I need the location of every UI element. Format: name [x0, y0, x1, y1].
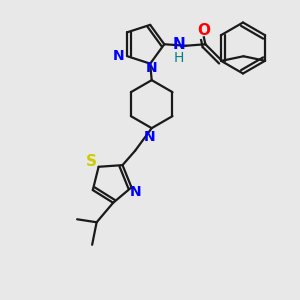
Text: S: S — [85, 154, 97, 169]
Text: N: N — [173, 37, 186, 52]
Text: O: O — [197, 23, 210, 38]
Text: H: H — [174, 51, 184, 65]
Text: N: N — [113, 49, 125, 63]
Text: N: N — [130, 185, 142, 199]
Text: N: N — [146, 61, 158, 75]
Text: N: N — [143, 130, 155, 144]
